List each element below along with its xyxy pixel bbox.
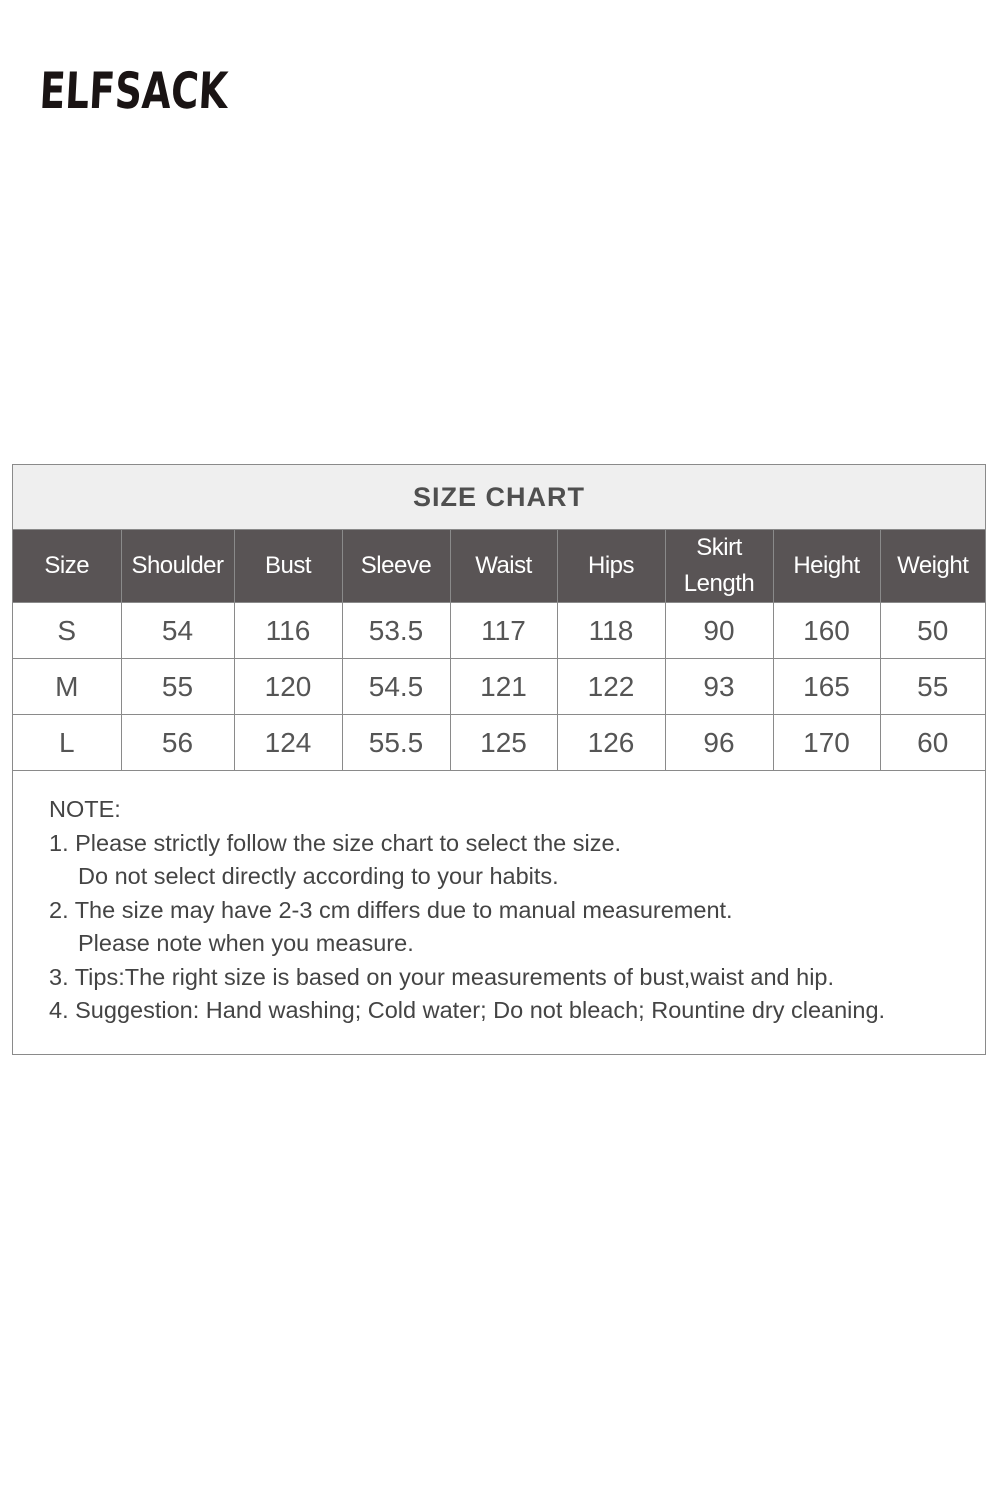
column-header: Skirt Length: [664, 529, 774, 603]
table-cell: 117: [449, 602, 558, 659]
column-header: Waist: [449, 529, 558, 603]
table-cell: 116: [233, 602, 343, 659]
table-cell: 53.5: [341, 602, 451, 659]
table-cell: 120: [233, 658, 343, 715]
column-header: Bust: [233, 529, 343, 603]
column-header: Sleeve: [341, 529, 451, 603]
table-cell: 170: [772, 714, 881, 771]
table-row: L 56 124 55.5 125 126 96 170 60: [13, 714, 985, 771]
table-cell: 160: [772, 602, 881, 659]
size-table: Size Shoulder Bust Sleeve Waist Hips Skirt Len…: [13, 529, 985, 771]
table-cell: 54.5: [341, 658, 451, 715]
table-cell: 96: [664, 714, 774, 771]
table-cell: L: [13, 714, 122, 771]
column-header: Height: [772, 529, 881, 603]
table-cell: 118: [556, 602, 666, 659]
table-cell: 165: [772, 658, 881, 715]
size-chart: SIZE CHART Size Shoulder Bust Sleeve Waist Hi…: [12, 464, 986, 1055]
table-cell: 122: [556, 658, 666, 715]
note-line: 2. The size may have 2-3 cm differs due …: [49, 896, 733, 923]
table-cell: 50: [879, 602, 985, 659]
note-line: Please note when you measure.: [78, 930, 414, 956]
notes-heading: NOTE:: [49, 796, 121, 822]
table-cell: S: [13, 602, 122, 659]
note-line: Do not select directly according to your…: [78, 863, 559, 889]
table-cell: 126: [556, 714, 666, 771]
note-line: 4. Suggestion: Hand washing; Cold water;…: [49, 997, 886, 1023]
table-cell: 55: [120, 658, 235, 715]
table-cell: 121: [449, 658, 558, 715]
table-cell: 56: [120, 714, 235, 771]
table-cell: 125: [449, 714, 558, 771]
table-cell: M: [13, 658, 122, 715]
table-cell: 60: [879, 714, 985, 771]
table-cell: 55.5: [341, 714, 451, 771]
notes: NOTE: 1. Please strictly follow the size…: [13, 771, 985, 1028]
note-line: 3. Tips:The right size is based on your …: [49, 963, 835, 990]
column-header: Hips: [556, 529, 666, 603]
header-row: Size Shoulder Bust Sleeve Waist Hips Skirt Len…: [13, 529, 985, 603]
table-cell: 90: [664, 602, 774, 659]
table-cell: 55: [879, 658, 985, 715]
column-header: Size: [13, 529, 122, 603]
table-row: M 55 120 54.5 121 122 93 165 55: [13, 658, 985, 715]
svg-text:ELFSACK: ELFSACK: [42, 62, 231, 112]
table-cell: 93: [664, 658, 774, 715]
column-header: Weight: [879, 529, 985, 603]
elfsack-logo: ELFSACK: [42, 62, 231, 112]
table-row: S 54 116 53.5 117 118 90 160 50: [13, 602, 985, 659]
table-cell: 54: [120, 602, 235, 659]
size-chart-title: SIZE CHART: [13, 465, 985, 529]
table-cell: 124: [233, 714, 343, 771]
column-header: Shoulder: [120, 529, 235, 603]
note-line: 1. Please strictly follow the size chart…: [49, 829, 622, 856]
